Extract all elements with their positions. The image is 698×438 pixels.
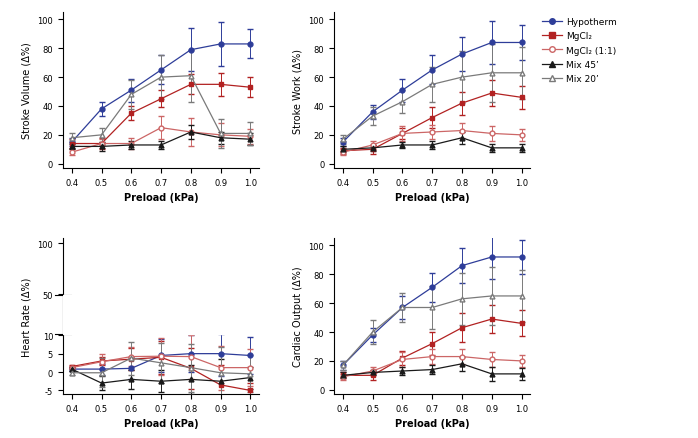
Y-axis label: Stroke Volume (Δ%): Stroke Volume (Δ%)	[22, 42, 32, 139]
X-axis label: Preload (kPa): Preload (kPa)	[124, 193, 198, 203]
Y-axis label: Stroke Work (Δ%): Stroke Work (Δ%)	[293, 49, 303, 133]
X-axis label: Preload (kPa): Preload (kPa)	[395, 418, 470, 428]
X-axis label: Preload (kPa): Preload (kPa)	[395, 193, 470, 203]
X-axis label: Preload (kPa): Preload (kPa)	[124, 418, 198, 428]
Bar	[63, 296, 260, 335]
Y-axis label: Heart Rate (Δ%): Heart Rate (Δ%)	[22, 277, 32, 356]
Y-axis label: Cardiac Output (Δ%): Cardiac Output (Δ%)	[293, 266, 303, 367]
Legend: Hypotherm, MgCl₂, MgCl₂ (1:1), Mix 45’, Mix 20’: Hypotherm, MgCl₂, MgCl₂ (1:1), Mix 45’, …	[542, 18, 617, 84]
